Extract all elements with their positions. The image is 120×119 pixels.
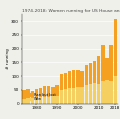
Bar — [85, 85, 88, 104]
Bar — [35, 98, 38, 104]
Bar — [47, 97, 51, 104]
Bar — [55, 96, 59, 104]
Legend: Ran but lost, Won: Ran but lost, Won — [30, 92, 56, 102]
Bar — [68, 88, 71, 104]
Bar — [89, 63, 92, 84]
Bar — [26, 89, 30, 98]
Bar — [97, 56, 100, 84]
Bar — [43, 97, 46, 104]
Bar — [47, 86, 51, 97]
Bar — [68, 71, 71, 88]
Bar — [64, 89, 67, 104]
Bar — [72, 88, 75, 104]
Bar — [39, 97, 42, 104]
Bar — [22, 90, 26, 99]
Bar — [85, 65, 88, 85]
Bar — [60, 90, 63, 104]
Bar — [64, 73, 67, 89]
Bar — [60, 74, 63, 90]
Bar — [43, 86, 46, 97]
Bar — [30, 91, 34, 99]
Bar — [51, 96, 55, 104]
Bar — [101, 81, 105, 104]
Bar — [39, 88, 42, 97]
Bar — [55, 85, 59, 96]
Bar — [93, 84, 96, 104]
Text: 1974-2018: Women running for US House and Senate: And results: 1974-2018: Women running for US House an… — [22, 9, 120, 13]
Bar — [105, 58, 109, 80]
Bar — [30, 99, 34, 104]
Bar — [80, 71, 84, 87]
Bar — [109, 45, 113, 81]
Bar — [114, 19, 117, 76]
Bar — [76, 87, 80, 104]
Bar — [51, 87, 55, 96]
Bar — [26, 98, 30, 104]
Bar — [97, 84, 100, 104]
Bar — [72, 70, 75, 88]
Bar — [22, 99, 26, 104]
Y-axis label: # running: # running — [6, 49, 10, 69]
Bar — [105, 80, 109, 104]
Bar — [93, 61, 96, 84]
Bar — [109, 81, 113, 104]
Bar — [80, 87, 84, 104]
Bar — [114, 76, 117, 104]
Bar — [89, 84, 92, 104]
Bar — [76, 70, 80, 87]
Bar — [35, 89, 38, 98]
Bar — [101, 45, 105, 81]
